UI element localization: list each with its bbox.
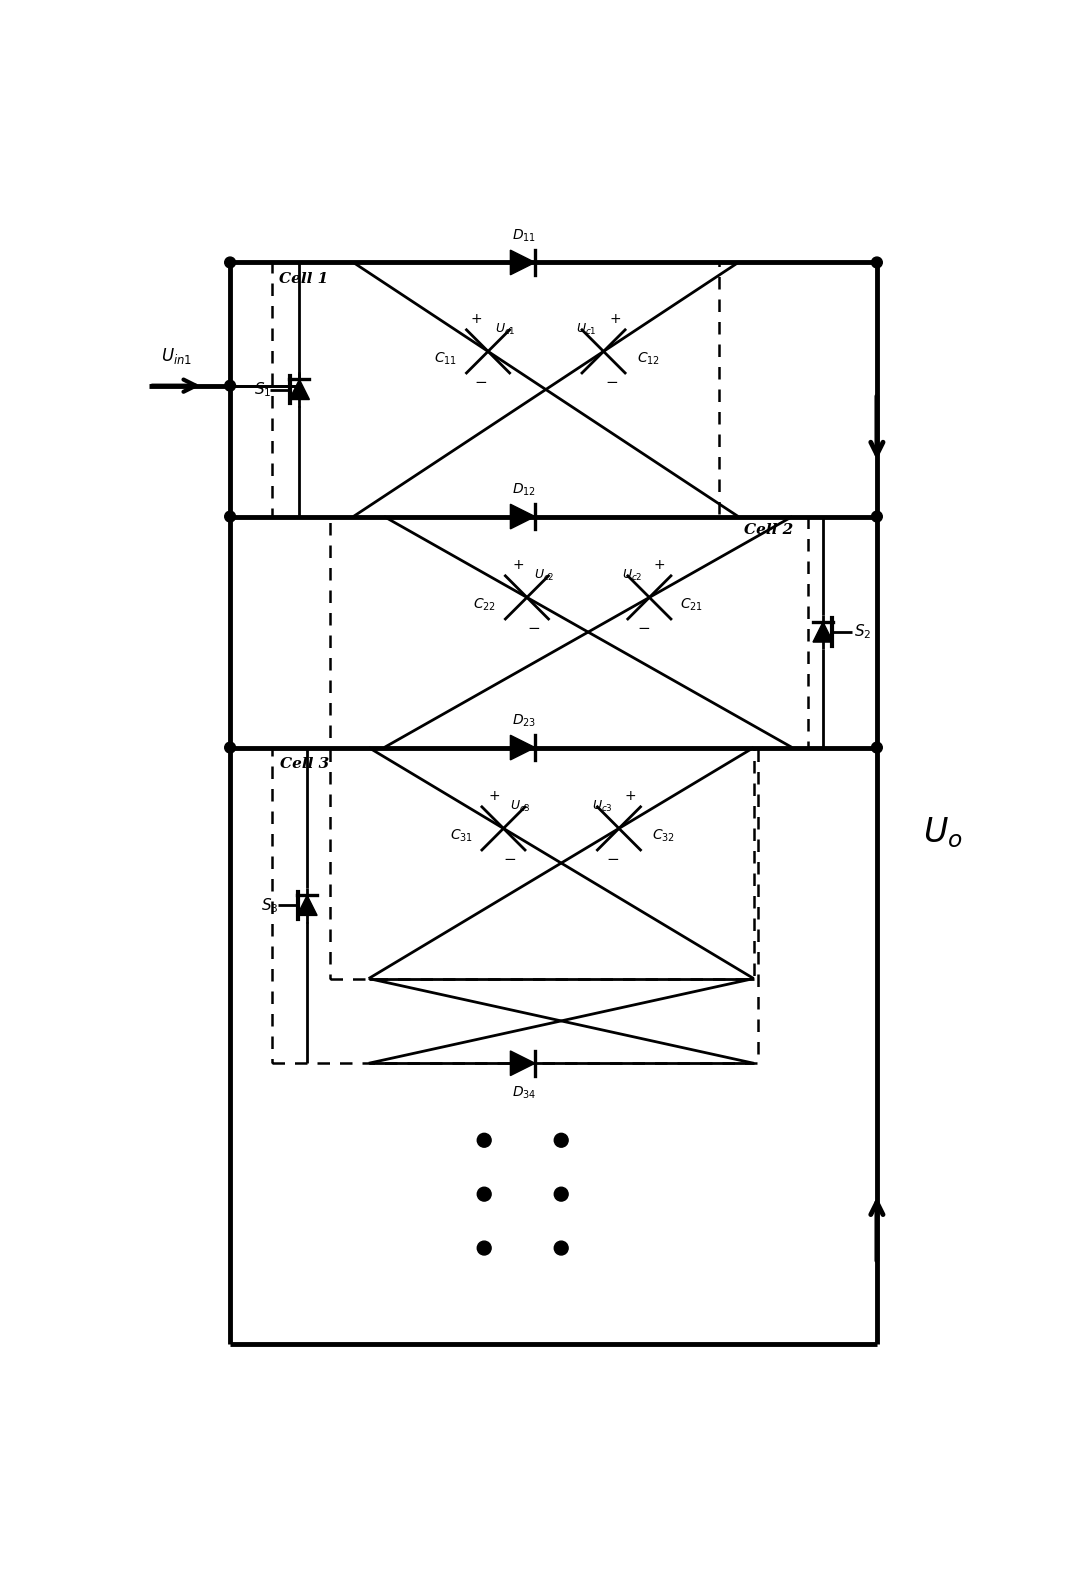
Text: $-$: $-$: [606, 851, 619, 865]
Text: $U_{c1}$: $U_{c1}$: [577, 322, 597, 337]
Text: $S_2$: $S_2$: [854, 623, 872, 642]
Text: $U_{c2}$: $U_{c2}$: [534, 569, 554, 583]
Text: $D_{34}$: $D_{34}$: [512, 1085, 537, 1101]
Circle shape: [554, 1188, 568, 1201]
Text: $S_1$: $S_1$: [254, 380, 271, 399]
Circle shape: [872, 512, 882, 523]
Text: $-$: $-$: [527, 619, 540, 634]
Text: $+$: $+$: [624, 789, 636, 803]
Text: $D_{23}$: $D_{23}$: [512, 713, 537, 729]
Circle shape: [554, 1133, 568, 1147]
Text: $-$: $-$: [605, 374, 618, 388]
Text: $C_{22}$: $C_{22}$: [473, 597, 496, 613]
Text: $U_{c3}$: $U_{c3}$: [592, 800, 612, 814]
Text: $C_{12}$: $C_{12}$: [637, 352, 660, 367]
Text: $D_{12}$: $D_{12}$: [512, 482, 537, 497]
Text: $+$: $+$: [471, 312, 483, 326]
Text: Cell 3: Cell 3: [280, 757, 329, 771]
Text: $U_{in1}$: $U_{in1}$: [161, 347, 192, 366]
Circle shape: [225, 257, 235, 268]
Text: $U_{c2}$: $U_{c2}$: [622, 569, 643, 583]
Polygon shape: [511, 1050, 535, 1076]
Text: $C_{32}$: $C_{32}$: [652, 828, 675, 844]
Polygon shape: [511, 250, 535, 274]
Text: $U_o$: $U_o$: [922, 814, 962, 849]
Text: $C_{21}$: $C_{21}$: [680, 597, 703, 613]
Circle shape: [477, 1242, 491, 1255]
Circle shape: [554, 1242, 568, 1255]
Circle shape: [872, 257, 882, 268]
Circle shape: [225, 743, 235, 752]
Polygon shape: [297, 895, 318, 916]
Text: $D_{11}$: $D_{11}$: [512, 228, 537, 244]
Circle shape: [225, 512, 235, 523]
Polygon shape: [511, 504, 535, 529]
Text: $+$: $+$: [512, 558, 524, 572]
Polygon shape: [511, 735, 535, 760]
Text: Cell 2: Cell 2: [744, 523, 794, 537]
Text: $U_{c1}$: $U_{c1}$: [495, 322, 515, 337]
Text: $-$: $-$: [636, 619, 650, 634]
Text: $-$: $-$: [503, 851, 516, 865]
Circle shape: [872, 743, 882, 752]
Circle shape: [477, 1133, 491, 1147]
Text: $C_{11}$: $C_{11}$: [434, 352, 457, 367]
Circle shape: [477, 1188, 491, 1201]
Text: $+$: $+$: [652, 558, 664, 572]
Text: $+$: $+$: [609, 312, 621, 326]
Text: Cell 1: Cell 1: [279, 272, 328, 287]
Circle shape: [225, 380, 235, 391]
Text: $-$: $-$: [474, 374, 487, 388]
Polygon shape: [289, 380, 309, 399]
Text: $+$: $+$: [488, 789, 500, 803]
Polygon shape: [813, 623, 833, 642]
Text: $C_{31}$: $C_{31}$: [449, 828, 473, 844]
Text: $U_{c3}$: $U_{c3}$: [510, 800, 530, 814]
Text: $S_3$: $S_3$: [261, 897, 279, 914]
